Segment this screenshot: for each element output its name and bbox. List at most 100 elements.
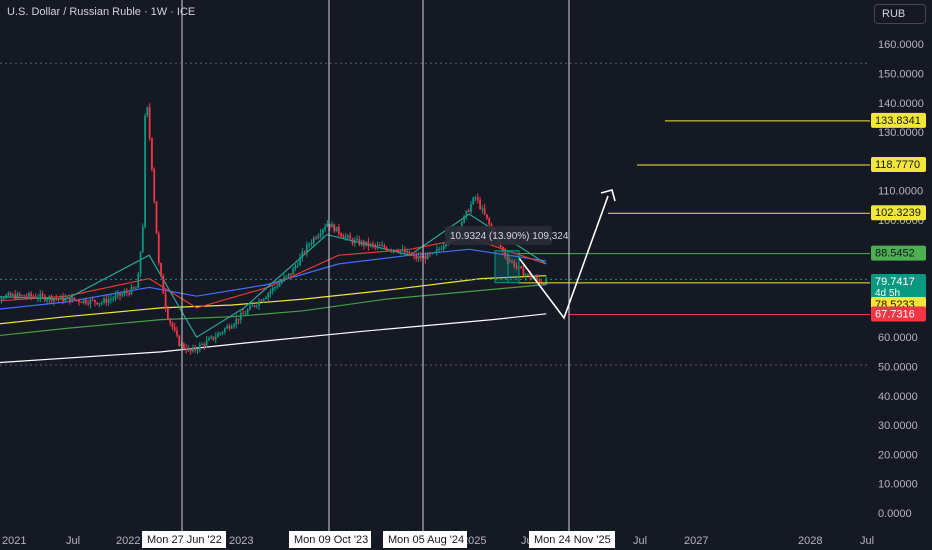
candle-body [328, 223, 331, 228]
candle-body [100, 302, 103, 304]
date-marker-label: Mon 24 Nov '25 [534, 534, 611, 546]
candle-body [290, 273, 292, 275]
candle-body [32, 296, 35, 298]
candle-body [470, 204, 472, 212]
candle-body [413, 255, 415, 257]
candle-body [271, 287, 274, 292]
candle-body [91, 299, 94, 301]
candle-body [237, 318, 240, 321]
candle-body [308, 243, 311, 245]
candle-body [283, 277, 286, 282]
candle-body [362, 241, 365, 246]
currency-button[interactable]: RUB [874, 4, 926, 24]
y-tick-label: 50.0000 [878, 362, 918, 374]
candle-body [7, 293, 10, 296]
x-tick-label: 2022 [116, 535, 140, 547]
candle-body [476, 197, 479, 201]
candle-body [71, 297, 74, 303]
candle-body [173, 327, 176, 331]
time-axis[interactable]: 2021 Jul 2022 2023 2025 Jul Jul 2027 2028 JulMon … [0, 531, 874, 550]
candle-body [385, 247, 388, 251]
projection-arrowhead [600, 189, 616, 202]
candle-body [187, 348, 190, 351]
price-level-labels: 133.8341 118.7770 102.3239 88.5452 79.74174d… [871, 112, 926, 322]
candle-body [139, 251, 142, 275]
candle-body [75, 299, 78, 301]
candle-body [242, 313, 244, 315]
x-tick-label: 2027 [684, 535, 708, 547]
candle-body [244, 313, 247, 315]
y-tick-label: 130.0000 [878, 127, 924, 139]
candle-body [431, 252, 434, 254]
level-label-bg [871, 205, 926, 221]
candle-body [178, 335, 181, 347]
candle-body [278, 283, 281, 287]
candle-body [157, 233, 160, 263]
candle-body [397, 251, 399, 253]
candle-body [110, 298, 112, 300]
candle-body [372, 243, 374, 245]
candle-body [426, 253, 429, 260]
candle-body [214, 337, 217, 340]
date-marker-bg [529, 531, 615, 548]
candle-body [342, 235, 345, 238]
candle-body [48, 296, 51, 300]
date-marker-lines [181, 0, 570, 532]
candle-body [23, 295, 26, 297]
x-tick-label: 2025 [462, 535, 486, 547]
candle-body [34, 296, 37, 299]
symbol-title[interactable]: U.S. Dollar / Russian Ruble · 1W · ICE [7, 6, 196, 18]
candle-body [264, 297, 267, 300]
candle-body [14, 294, 17, 299]
candle-body [538, 279, 541, 283]
measure-tooltip-bg [445, 226, 552, 245]
candle-body [141, 226, 144, 252]
candle-body [337, 226, 340, 234]
candle-body [16, 293, 19, 299]
candle-body [107, 299, 110, 303]
candle-body [333, 224, 336, 232]
candle-body [112, 298, 115, 300]
candle-body [30, 293, 33, 297]
candle-body [388, 249, 390, 251]
projection-path [518, 189, 616, 320]
candle-body [488, 218, 491, 224]
candle-body [210, 336, 213, 339]
candle-body [474, 197, 477, 199]
candle-body [223, 328, 226, 332]
candle-body [435, 249, 438, 253]
candle-body [50, 296, 53, 302]
candle-body [365, 241, 368, 246]
measurement-tool: 10.9324 (13.90%) 109,324 [445, 226, 569, 284]
level-label: 79.7417 [875, 276, 915, 288]
candle-body [399, 250, 402, 252]
candle-body [57, 298, 60, 300]
candle-body [508, 260, 511, 262]
level-sublabel: 4d 5h [875, 288, 900, 299]
x-tick-label: Jul [66, 535, 80, 547]
candle-body [12, 294, 14, 296]
candle-body [59, 296, 62, 299]
candle-body [148, 107, 151, 139]
candle-body [230, 326, 233, 329]
candle-body [460, 222, 463, 228]
level-label: 67.7316 [875, 309, 915, 321]
candle-body [406, 251, 409, 253]
candle-body [531, 277, 534, 279]
candle-body [166, 307, 169, 320]
candle-body [331, 224, 333, 228]
measure-tooltip-text: 10.9324 (13.90%) 109,324 [450, 231, 569, 242]
candle-body [151, 138, 153, 170]
level-label: 102.3239 [875, 207, 921, 219]
candle-body [121, 294, 124, 296]
candle-body [542, 283, 545, 285]
candle-body [522, 268, 525, 277]
date-marker-bg [289, 531, 371, 548]
candle-body [27, 293, 30, 297]
candle-body [125, 291, 128, 293]
candle-body [217, 333, 219, 338]
candle-body [296, 265, 299, 267]
projection-line [518, 195, 609, 320]
